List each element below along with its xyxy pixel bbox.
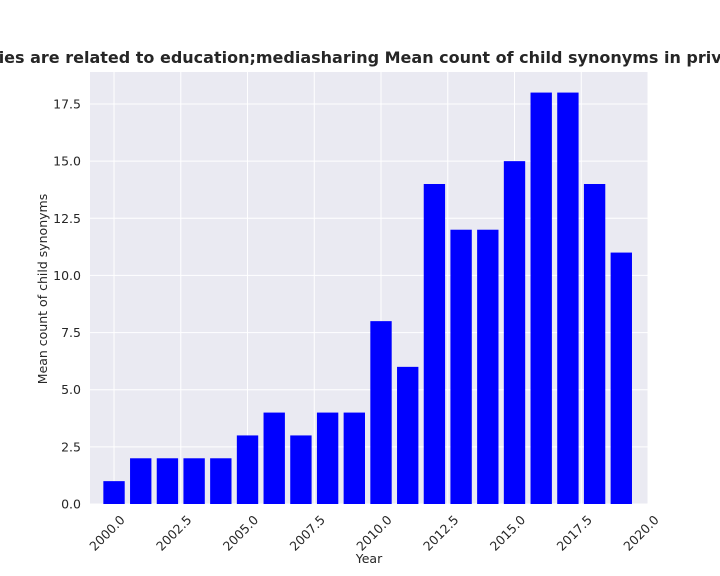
x-tick-label: 2000.0 [86,512,128,554]
bar-2013 [450,229,472,504]
x-tick-label: 2015.0 [487,512,529,554]
bar-2001 [130,458,152,504]
chart-title: Categories are related to education;medi… [0,48,720,67]
x-tick-label: 2010.0 [353,512,395,554]
x-axis-label: Year [355,551,383,566]
y-tick-label: 5.0 [61,382,81,397]
bar-2005 [236,435,259,504]
y-tick-label: 2.5 [61,439,81,454]
x-tick-label: 2007.5 [286,512,328,554]
bar-2006 [263,412,285,504]
bar-2004 [210,458,232,504]
bar-2010 [370,321,392,504]
x-tick-label: 2002.5 [153,512,195,554]
bar-2018 [583,184,606,504]
bar-2009 [343,412,365,504]
bar-2003 [183,458,205,504]
bar-2012 [423,184,446,504]
bar-2011 [397,366,419,504]
bar-2017 [557,92,579,505]
x-tick-label: 2005.0 [220,512,262,554]
bar-2014 [477,229,499,504]
bar-2016 [530,92,552,505]
y-tick-label: 15.0 [53,154,81,169]
y-tick-label: 17.5 [53,97,81,112]
y-axis-label: Mean count of child synonyms [35,194,50,384]
bar-2019 [610,252,632,504]
x-tick-label: 2012.5 [420,512,462,554]
bar-2000 [103,481,125,504]
y-tick-label: 12.5 [53,211,81,226]
bar-2002 [156,458,179,504]
y-tick-label: 7.5 [61,325,81,340]
x-tick-label: 2017.5 [553,512,595,554]
bars-group [103,92,632,505]
y-tick-labels: 0.0 2.5 5.0 7.5 10.0 12.5 15.0 17.5 [53,97,81,512]
y-tick-label: 0.0 [61,497,81,512]
bar-2007 [290,435,312,504]
bar-2015 [503,161,526,504]
bar-2008 [316,412,339,504]
x-tick-labels: 2000.0 2002.5 2005.0 2007.5 2010.0 2012.5 2015… [86,512,662,554]
x-tick-label: 2020.0 [620,512,662,554]
grid-lines [90,72,649,505]
y-tick-label: 10.0 [53,268,81,283]
plot-background [90,72,648,504]
